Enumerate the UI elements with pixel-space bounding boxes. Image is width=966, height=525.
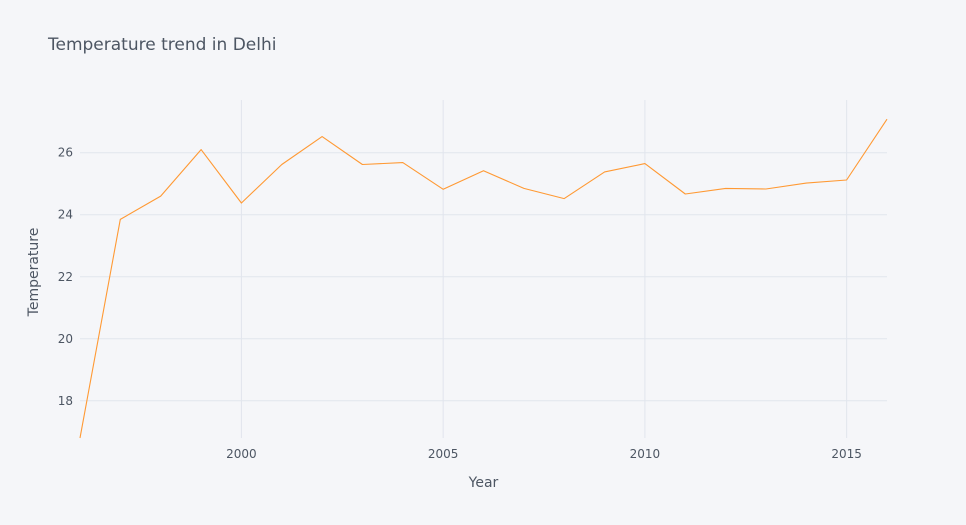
- data-point: [200, 149, 201, 150]
- chart-title: Temperature trend in Delhi: [47, 35, 276, 55]
- y-tick-label: 18: [58, 394, 73, 408]
- data-point: [241, 202, 242, 203]
- data-point: [644, 163, 645, 164]
- data-point: [362, 164, 363, 165]
- x-tick-label: 2000: [226, 447, 257, 461]
- data-point: [483, 170, 484, 171]
- y-tick-label: 24: [58, 208, 73, 222]
- data-point: [564, 198, 565, 199]
- series-layer: [79, 118, 888, 439]
- y-tick-label: 20: [58, 332, 73, 346]
- y-tick-label: 26: [58, 146, 73, 160]
- data-point: [725, 188, 726, 189]
- y-tick-labels: 18 20 22 24 26: [58, 146, 73, 408]
- y-gridlines: [80, 152, 887, 402]
- plot-area: [80, 100, 887, 438]
- y-tick-label: 22: [58, 270, 73, 284]
- data-point: [160, 196, 161, 197]
- y-axis-title: Temperature: [26, 228, 42, 318]
- data-point: [523, 188, 524, 189]
- data-point: [120, 219, 121, 220]
- x-tick-labels: 2000 2005 2010 2015: [226, 447, 862, 461]
- data-point: [806, 183, 807, 184]
- x-gridlines: [240, 100, 848, 438]
- data-point: [79, 437, 80, 438]
- data-point: [685, 193, 686, 194]
- x-axis-title: Year: [468, 475, 499, 491]
- data-point: [281, 164, 282, 165]
- x-tick-label: 2015: [831, 447, 862, 461]
- data-point: [322, 136, 323, 137]
- data-point: [886, 119, 887, 120]
- series-line: [79, 118, 888, 439]
- data-point: [846, 179, 847, 180]
- x-tick-label: 2010: [630, 447, 661, 461]
- x-tick-label: 2005: [428, 447, 459, 461]
- data-point: [402, 162, 403, 163]
- data-point: [443, 189, 444, 190]
- data-point: [604, 171, 605, 172]
- data-point: [765, 188, 766, 189]
